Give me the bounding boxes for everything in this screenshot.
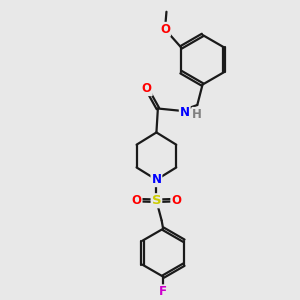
- Text: F: F: [159, 285, 167, 298]
- Text: S: S: [152, 194, 161, 207]
- Text: O: O: [132, 194, 142, 207]
- Text: H: H: [192, 108, 202, 121]
- Text: O: O: [142, 82, 152, 95]
- Text: N: N: [152, 173, 161, 186]
- Text: O: O: [171, 194, 181, 207]
- Text: O: O: [160, 23, 170, 36]
- Text: N: N: [180, 106, 190, 119]
